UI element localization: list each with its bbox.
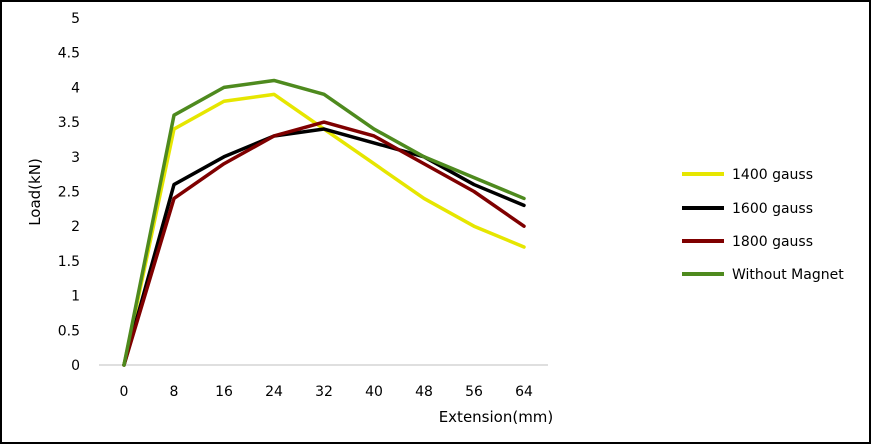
- x-tick-label: 56: [465, 384, 483, 400]
- y-tick-label: 4: [71, 80, 80, 96]
- y-tick-label: 3.5: [58, 115, 80, 131]
- series-line-without-magnet: [122, 78, 526, 367]
- y-tick-label: 1: [71, 289, 80, 305]
- x-tick-label: 24: [265, 384, 283, 400]
- y-tick-label: 1.5: [58, 254, 80, 270]
- legend-label: 1600 gauss: [732, 201, 813, 217]
- legend: 1400 gauss 1600 gauss 1800 gauss Without Ma…: [682, 167, 844, 283]
- y-tick-label: 5: [71, 11, 80, 27]
- x-tick-label: 32: [315, 384, 333, 400]
- x-tick-label: 0: [120, 384, 129, 400]
- y-axis-title: Load(kN): [26, 158, 44, 226]
- x-tick-label: 64: [515, 384, 533, 400]
- legend-label: 1400 gauss: [732, 167, 813, 183]
- legend-label: 1800 gauss: [732, 234, 813, 250]
- y-tick-label: 3: [71, 150, 80, 166]
- x-tick-label: 40: [365, 384, 383, 400]
- y-tick-label: 0: [71, 358, 80, 374]
- y-tick-label: 2: [71, 219, 80, 235]
- series-line-1600-gauss: [122, 127, 526, 367]
- y-tick-label: 4.5: [58, 46, 80, 62]
- x-tick-label: 16: [215, 384, 233, 400]
- y-tick-label: 2.5: [58, 185, 80, 201]
- legend-label: Without Magnet: [732, 267, 844, 283]
- series-line-1800-gauss: [122, 120, 526, 367]
- x-tick-label: 8: [170, 384, 179, 400]
- plot-area: 0 0.5 1 1.5 2 2.5 3 3.5 4 4.5 5 0 8 16 24 32 40 48 56 64: [58, 11, 548, 400]
- x-axis-title: Extension(mm): [439, 408, 554, 426]
- x-tick-label: 48: [415, 384, 433, 400]
- y-tick-label: 0.5: [58, 323, 80, 339]
